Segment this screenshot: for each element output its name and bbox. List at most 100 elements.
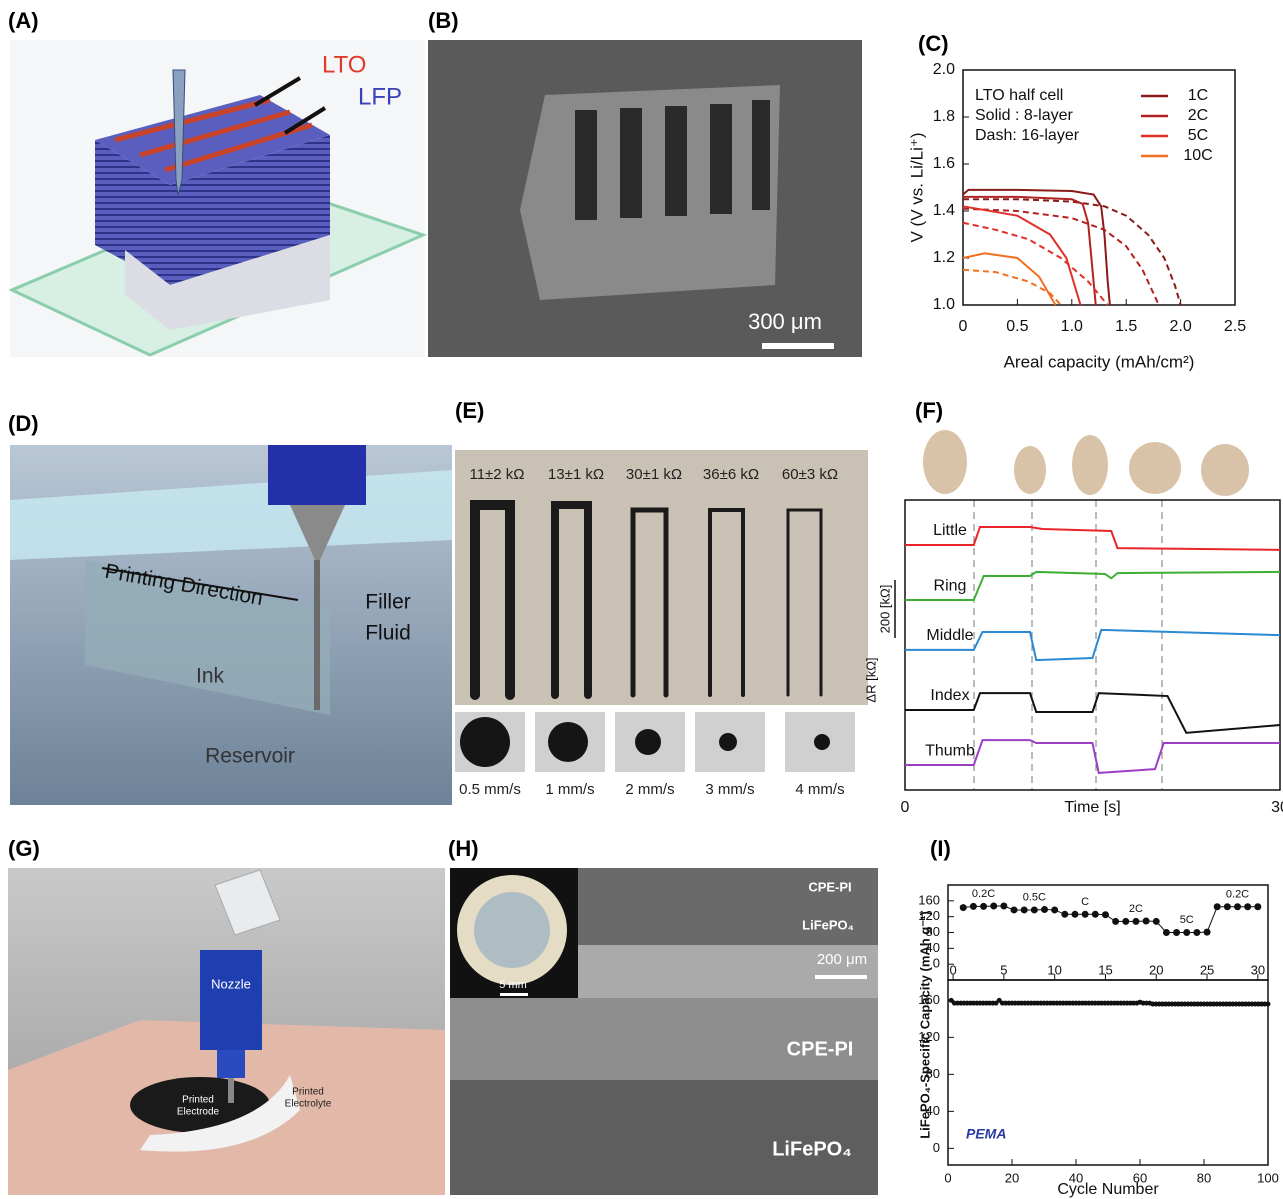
- data-line: [963, 206, 1081, 305]
- label: Filler: [365, 591, 411, 614]
- data-point: [1082, 911, 1089, 918]
- label: Reservoir: [205, 745, 295, 768]
- panel-label: (E): [455, 398, 484, 423]
- y-tick-label: 120: [918, 1029, 940, 1044]
- plot-frame: [963, 70, 1235, 305]
- x-tick-label: 2.5: [1224, 318, 1246, 335]
- label: 13±1 kΩ: [548, 466, 604, 483]
- annotation: LTO half cell: [975, 87, 1063, 104]
- x-tick-label: 15: [1098, 962, 1112, 977]
- scale-label: 200 μm: [817, 951, 867, 968]
- label: 11±2 kΩ: [469, 466, 524, 483]
- rate-label: 0.5C: [1023, 891, 1046, 903]
- panel-label: (I): [930, 836, 951, 861]
- x-tick-label: 0: [959, 318, 968, 335]
- x-tick-label: 10: [1047, 962, 1061, 977]
- data-point: [1021, 906, 1028, 913]
- scale-bar: [762, 343, 834, 349]
- data-point: [1000, 902, 1007, 909]
- data-line: [963, 253, 1055, 305]
- gap: [575, 110, 597, 220]
- cross-sections: [455, 712, 855, 772]
- series-label: Ring: [934, 577, 967, 594]
- panel-label: (C): [918, 31, 949, 56]
- label: LFP: [358, 83, 402, 110]
- rate-label: C: [1081, 896, 1089, 908]
- rate-label: 0.2C: [972, 888, 995, 900]
- label: LiFePO₄: [772, 1138, 852, 1160]
- data-point: [1254, 903, 1261, 910]
- x-tick-label: 2.0: [1169, 318, 1191, 335]
- legend-label: 5C: [1188, 127, 1208, 144]
- scale-bar: [815, 975, 867, 979]
- label: 0.5 mm/s: [459, 781, 521, 798]
- panel-label: (F): [915, 398, 943, 423]
- hand: [923, 430, 967, 494]
- annotation: PEMA: [966, 1126, 1006, 1142]
- panel-b: 300 μm: [428, 40, 862, 357]
- data-point: [1051, 906, 1058, 913]
- x-tick-label: 30: [1251, 962, 1265, 977]
- y-tick-label: 1.8: [933, 108, 955, 125]
- data-point: [1143, 918, 1150, 925]
- panel-h: 5 mm CPE-PI LiFePO₄ 200 μm CPE-PI LiFePO…: [450, 868, 878, 1195]
- x-axis-label: Areal capacity (mAh/cm²): [1004, 352, 1195, 371]
- x-tick-label: 1.0: [1061, 318, 1083, 335]
- rate-label: 2C: [1129, 903, 1143, 915]
- data-point: [1193, 929, 1200, 936]
- series-label: Thumb: [925, 742, 975, 759]
- dot: [635, 729, 661, 755]
- panel-f-decor: [923, 430, 1249, 790]
- x-tick-label: 20: [1005, 1170, 1019, 1185]
- needle: [314, 560, 320, 710]
- y-tick-label: 1.0: [933, 296, 955, 313]
- hand: [1201, 444, 1249, 496]
- x-tick-label: 5: [1000, 962, 1007, 977]
- hand: [1129, 442, 1181, 494]
- y-tick-label: 1.2: [933, 249, 955, 266]
- label: 4 mm/s: [795, 781, 844, 798]
- data-point: [1071, 911, 1078, 918]
- data-point: [1132, 918, 1139, 925]
- data-point: [960, 904, 967, 911]
- y-tick-label: 1.6: [933, 155, 955, 172]
- panel-label: (G): [8, 836, 40, 861]
- panel-a: LTO LFP: [10, 40, 425, 357]
- data-line: [963, 906, 1258, 933]
- x-tick-label: 20: [1149, 962, 1163, 977]
- data-point: [1112, 918, 1119, 925]
- data-line: [963, 209, 1159, 305]
- rate-label: 0.2C: [1226, 889, 1249, 901]
- label: Ink: [196, 665, 225, 688]
- label: LTO: [322, 51, 366, 78]
- gap: [620, 108, 642, 218]
- x-tick-label: 25: [1200, 962, 1214, 977]
- label: Electrode: [177, 1107, 220, 1118]
- annotation: Dash: 16-layer: [975, 127, 1080, 144]
- series-label: Index: [930, 687, 969, 704]
- data-point: [1011, 906, 1018, 913]
- dot: [460, 717, 510, 767]
- panel-bg: [455, 450, 868, 705]
- panel-d: Printing Direction Filler Fluid Ink Rese…: [10, 445, 452, 805]
- gap: [752, 100, 770, 210]
- nozzle-neck: [217, 1050, 245, 1078]
- x-axis-label: Time [s]: [1064, 799, 1120, 816]
- data-point: [1092, 911, 1099, 918]
- panel-g: Nozzle Printed Electrode Printed Electro…: [8, 868, 445, 1195]
- data-point: [1153, 918, 1160, 925]
- data-line: [963, 190, 1110, 305]
- data-line: [963, 199, 1181, 305]
- y-tick-label: 80: [926, 1066, 940, 1081]
- y-tick-label: 0: [933, 956, 940, 971]
- panel-label: (H): [448, 836, 479, 861]
- label: Electrolyte: [285, 1099, 332, 1110]
- label: 1 mm/s: [545, 781, 594, 798]
- data-point: [1102, 911, 1109, 918]
- sem-structure: [520, 85, 780, 300]
- data-point: [1173, 929, 1180, 936]
- y-tick-label: 1.4: [933, 202, 955, 219]
- y-tick-label: 40: [926, 1103, 940, 1118]
- gap: [710, 104, 732, 214]
- scale-label: 200 [kΩ]: [877, 585, 892, 634]
